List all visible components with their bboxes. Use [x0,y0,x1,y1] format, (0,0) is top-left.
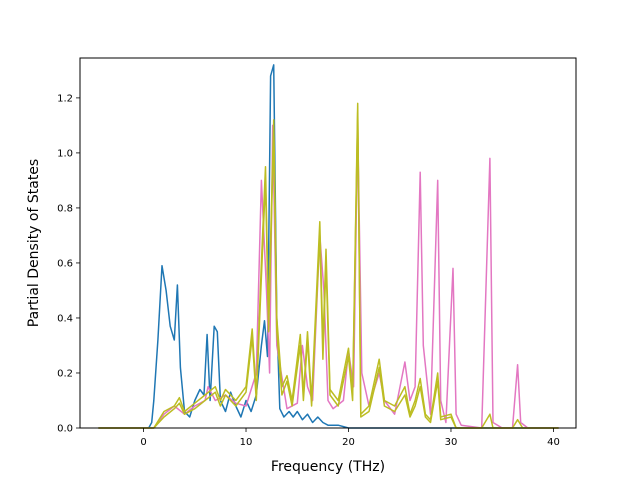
x-tick-label: 40 [547,437,560,448]
y-tick-label: 0.0 [57,424,73,435]
ticks-layer: 0 10 20 30 40 0.0 0.2 0.4 0.6 0.8 1.0 1.2 [57,93,560,448]
series-line-1 [98,64,559,429]
x-tick-label: 0 [140,437,146,448]
y-tick-label: 0.2 [57,368,73,379]
x-tick-label: 20 [342,437,355,448]
x-tick-label: 10 [240,437,253,448]
y-tick-label: 0.8 [57,203,73,214]
series-line-4 [98,110,559,429]
series-line-2 [98,124,559,429]
x-axis-label: Frequency (THz) [271,459,385,475]
plot-frame [79,57,577,429]
y-tick-label: 0.6 [57,258,73,269]
y-tick-label: 1.0 [57,148,73,159]
series-line-3 [98,102,559,429]
y-tick-label: 1.2 [57,93,73,104]
series-layer [98,64,559,429]
y-axis-label: Partial Density of States [26,159,42,327]
x-tick-label: 30 [445,437,458,448]
y-tick-label: 0.4 [57,313,73,324]
